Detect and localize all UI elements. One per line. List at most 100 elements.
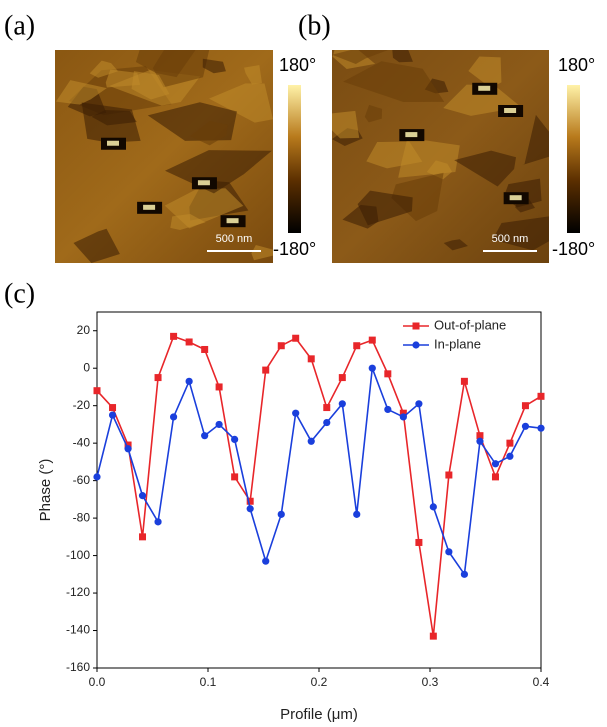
data-point xyxy=(368,364,376,372)
data-point xyxy=(323,418,331,427)
bright-spot xyxy=(478,85,491,91)
grain xyxy=(190,121,228,146)
data-point xyxy=(154,518,162,526)
bright-spot xyxy=(504,108,517,114)
panel-label: (c) xyxy=(4,278,35,309)
data-point xyxy=(491,460,500,468)
x-tick-label: 0.3 xyxy=(422,675,439,689)
bright-spot xyxy=(197,180,210,186)
data-point xyxy=(415,400,423,408)
y-tick-label: -80 xyxy=(73,510,91,524)
data-point xyxy=(429,632,437,640)
grain xyxy=(131,71,170,100)
grain xyxy=(73,228,120,263)
x-tick-label: 0.2 xyxy=(311,675,328,689)
data-point xyxy=(215,383,223,391)
data-point xyxy=(262,366,270,374)
data-point xyxy=(476,432,484,440)
bright-spot xyxy=(509,195,522,201)
data-point xyxy=(246,497,254,505)
legend-label: In-plane xyxy=(434,336,481,351)
data-point xyxy=(338,400,346,408)
colorbar-min-label: -180° xyxy=(273,239,316,259)
data-point xyxy=(292,334,300,342)
data-point xyxy=(277,510,285,518)
data-point xyxy=(185,338,193,346)
grain xyxy=(55,80,107,105)
grain xyxy=(332,110,360,139)
data-point xyxy=(138,492,147,500)
data-point xyxy=(353,510,361,518)
data-point xyxy=(445,548,453,556)
data-point xyxy=(412,341,420,349)
grain xyxy=(244,65,262,85)
y-tick-label: -100 xyxy=(66,548,90,562)
colorbar-max-label: 180° xyxy=(279,55,316,75)
data-point xyxy=(399,409,407,417)
y-tick-label: -40 xyxy=(73,435,91,449)
data-point xyxy=(185,377,193,385)
grain xyxy=(392,50,413,63)
data-point xyxy=(537,424,545,432)
afm-image xyxy=(332,50,549,263)
data-point xyxy=(460,377,468,385)
data-point xyxy=(109,404,117,412)
grain xyxy=(454,150,517,187)
grain xyxy=(492,216,549,251)
data-point xyxy=(201,432,209,440)
data-point xyxy=(460,570,469,578)
data-point xyxy=(215,420,223,429)
data-point xyxy=(169,413,178,421)
grain xyxy=(332,50,389,65)
grain xyxy=(468,56,502,88)
data-point xyxy=(491,473,499,481)
legend-label: Out-of-plane xyxy=(434,317,506,332)
data-point xyxy=(476,437,484,445)
afm-image xyxy=(55,50,273,263)
panel-label: (a) xyxy=(4,10,35,41)
grain xyxy=(208,83,273,123)
data-point xyxy=(246,505,254,513)
data-point xyxy=(93,473,101,481)
data-point xyxy=(415,538,423,546)
colorbar xyxy=(288,85,301,233)
data-point xyxy=(537,392,545,400)
data-point xyxy=(139,533,147,541)
x-tick-label: 0.0 xyxy=(89,675,106,689)
grain xyxy=(165,150,272,194)
x-tick-label: 0.1 xyxy=(200,675,217,689)
data-point xyxy=(307,355,315,363)
data-point xyxy=(506,452,514,460)
x-tick-label: 0.4 xyxy=(533,675,550,689)
grain xyxy=(522,114,549,166)
data-point xyxy=(521,402,529,410)
data-point xyxy=(399,413,407,421)
panel-label: (b) xyxy=(298,10,331,41)
bright-spot xyxy=(226,218,239,224)
series xyxy=(93,364,545,578)
grain xyxy=(105,69,141,88)
data-point xyxy=(231,473,239,481)
colorbar xyxy=(567,85,580,233)
series xyxy=(93,332,545,640)
grain xyxy=(135,50,196,78)
data-point xyxy=(384,405,392,414)
data-point xyxy=(231,435,239,444)
data-point xyxy=(201,345,209,353)
data-point xyxy=(277,342,285,350)
grain xyxy=(443,239,468,251)
y-tick-label: 20 xyxy=(77,323,91,337)
y-tick-label: -120 xyxy=(66,585,90,599)
colorbar-min-label: -180° xyxy=(552,239,595,259)
x-axis-label: Profile (μm) xyxy=(280,706,358,723)
y-tick-label: 0 xyxy=(83,360,90,374)
data-point xyxy=(93,387,101,395)
grain xyxy=(251,245,273,261)
grain xyxy=(366,141,423,169)
grain xyxy=(81,102,141,143)
data-point xyxy=(521,422,530,430)
y-tick-label: -160 xyxy=(66,660,90,674)
grain xyxy=(202,58,226,74)
data-point xyxy=(445,471,453,479)
grain xyxy=(398,137,460,178)
